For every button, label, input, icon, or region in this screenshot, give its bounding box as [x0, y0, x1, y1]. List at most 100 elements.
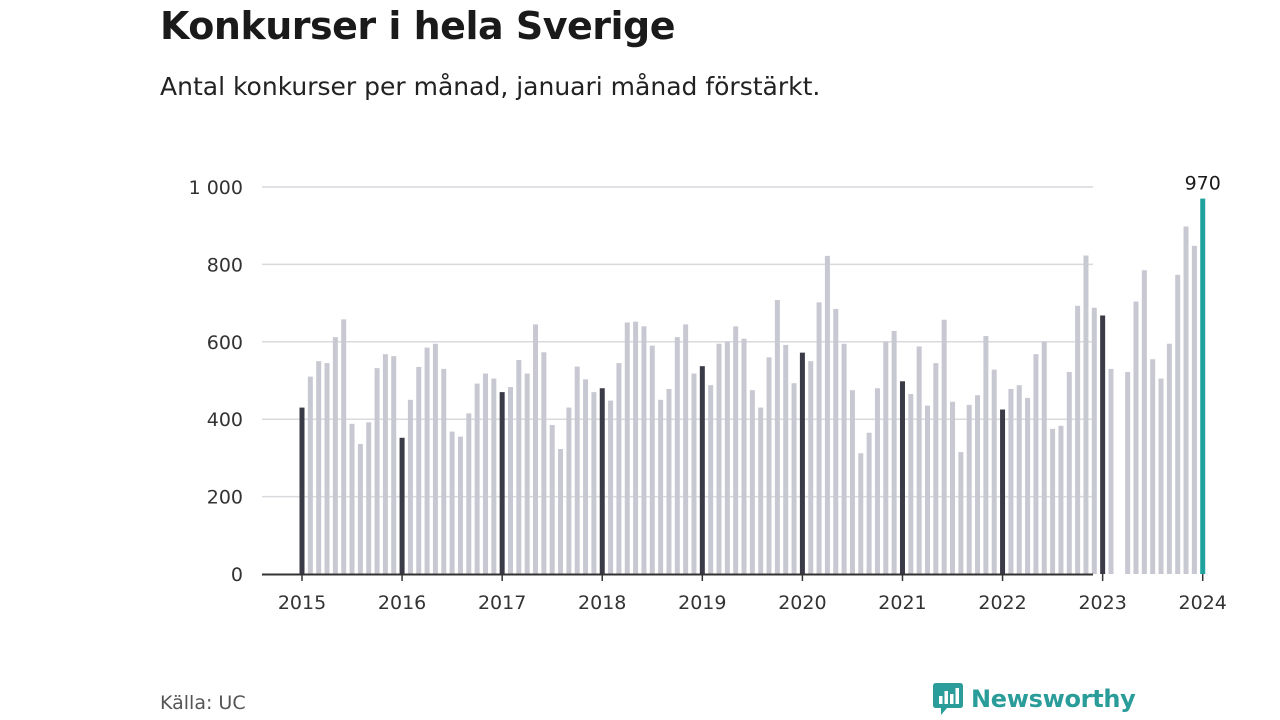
bar: [1016, 385, 1022, 574]
bars: [299, 198, 1206, 575]
bar: [499, 392, 505, 574]
bar: [391, 356, 397, 574]
bar: [349, 423, 355, 574]
x-tick-label: 2021: [878, 592, 926, 614]
bar: [1166, 343, 1172, 574]
bar: [758, 407, 764, 574]
bar: [1108, 368, 1114, 574]
bar: [332, 337, 338, 574]
bar: [925, 405, 930, 574]
bar: [874, 388, 880, 574]
bar: [399, 437, 405, 574]
bar: [566, 407, 572, 574]
bar: [1041, 341, 1047, 574]
bar: [491, 378, 497, 574]
bar: [1200, 198, 1206, 575]
bar: [482, 373, 488, 574]
x-tick-label: 2023: [1078, 592, 1126, 614]
bar: [641, 326, 647, 574]
bar: [774, 300, 780, 574]
bar: [516, 359, 522, 574]
bar: [716, 343, 722, 574]
bar: [724, 341, 730, 574]
bar-chart: 0 200 400 600 800 1 000 2015 2016 2017 2018 2019 20…: [189, 173, 1227, 614]
x-tick-label: 2018: [578, 592, 626, 614]
bar: [824, 255, 830, 575]
bar: [808, 361, 814, 574]
bar: [508, 387, 513, 574]
y-tick-label: 600: [207, 332, 243, 354]
chart-subtitle: Antal konkurser per månad, januari månad…: [160, 72, 821, 101]
bar: [1091, 307, 1097, 574]
y-tick-label: 1 000: [189, 177, 243, 199]
bar: [357, 443, 363, 574]
bar: [416, 366, 422, 574]
bar: [1183, 226, 1189, 574]
bar: [933, 363, 939, 574]
latest-value-label: 970: [1185, 173, 1221, 195]
bar: [908, 394, 914, 574]
bar: [966, 404, 972, 574]
bar: [541, 352, 547, 574]
bar: [558, 448, 564, 574]
x-tick-label: 2019: [678, 592, 726, 614]
bar: [1033, 354, 1039, 574]
y-tick-label: 200: [207, 487, 243, 509]
bar: [624, 322, 630, 574]
bar: [1100, 315, 1106, 574]
bar: [816, 302, 822, 574]
newsworthy-chart-icon: [933, 683, 963, 715]
x-tick-label: 2015: [278, 592, 326, 614]
bar: [683, 324, 689, 574]
bar: [341, 319, 347, 574]
bar: [591, 392, 597, 574]
bar: [549, 425, 555, 574]
bar: [583, 379, 589, 574]
bar: [524, 373, 530, 574]
bar: [841, 343, 847, 574]
x-tick-label: 2024: [1179, 592, 1227, 614]
bar: [1000, 409, 1006, 574]
bar: [574, 366, 580, 574]
bar: [324, 363, 330, 574]
bar: [1058, 425, 1064, 574]
bar: [950, 401, 956, 574]
bar: [633, 321, 639, 574]
bar: [316, 361, 322, 574]
bar: [1175, 274, 1181, 574]
bar: [1125, 371, 1131, 574]
bar: [733, 326, 739, 574]
brand-logo: Newsworthy: [933, 683, 1136, 715]
bar: [307, 376, 313, 574]
bar: [424, 347, 430, 574]
x-tick-label: 2022: [978, 592, 1026, 614]
bar: [382, 354, 388, 574]
labels: 0 200 400 600 800 1 000 2015 2016 2017 2018 2019 20…: [189, 173, 1227, 614]
bar: [699, 366, 705, 574]
bar: [1191, 245, 1197, 574]
bar: [649, 345, 655, 574]
bar: [899, 381, 905, 574]
x-tick-label: 2020: [778, 592, 826, 614]
bar: [891, 330, 897, 574]
bar: [941, 319, 947, 574]
brand-name: Newsworthy: [971, 685, 1136, 713]
bar: [366, 422, 372, 574]
bar: [975, 395, 981, 574]
bar: [858, 453, 864, 574]
bar: [1075, 305, 1081, 574]
bar: [849, 390, 855, 574]
y-tick-label: 400: [207, 409, 243, 431]
bar: [983, 335, 989, 574]
bar: [791, 383, 797, 574]
bar: [299, 407, 305, 574]
bar: [833, 308, 839, 574]
bar: [991, 369, 997, 574]
bar: [432, 343, 438, 574]
bar: [1141, 270, 1147, 574]
bar: [466, 413, 472, 574]
bar: [608, 400, 614, 574]
bar: [883, 341, 889, 574]
bar: [741, 338, 747, 574]
source-note: Källa: UC: [160, 692, 246, 714]
